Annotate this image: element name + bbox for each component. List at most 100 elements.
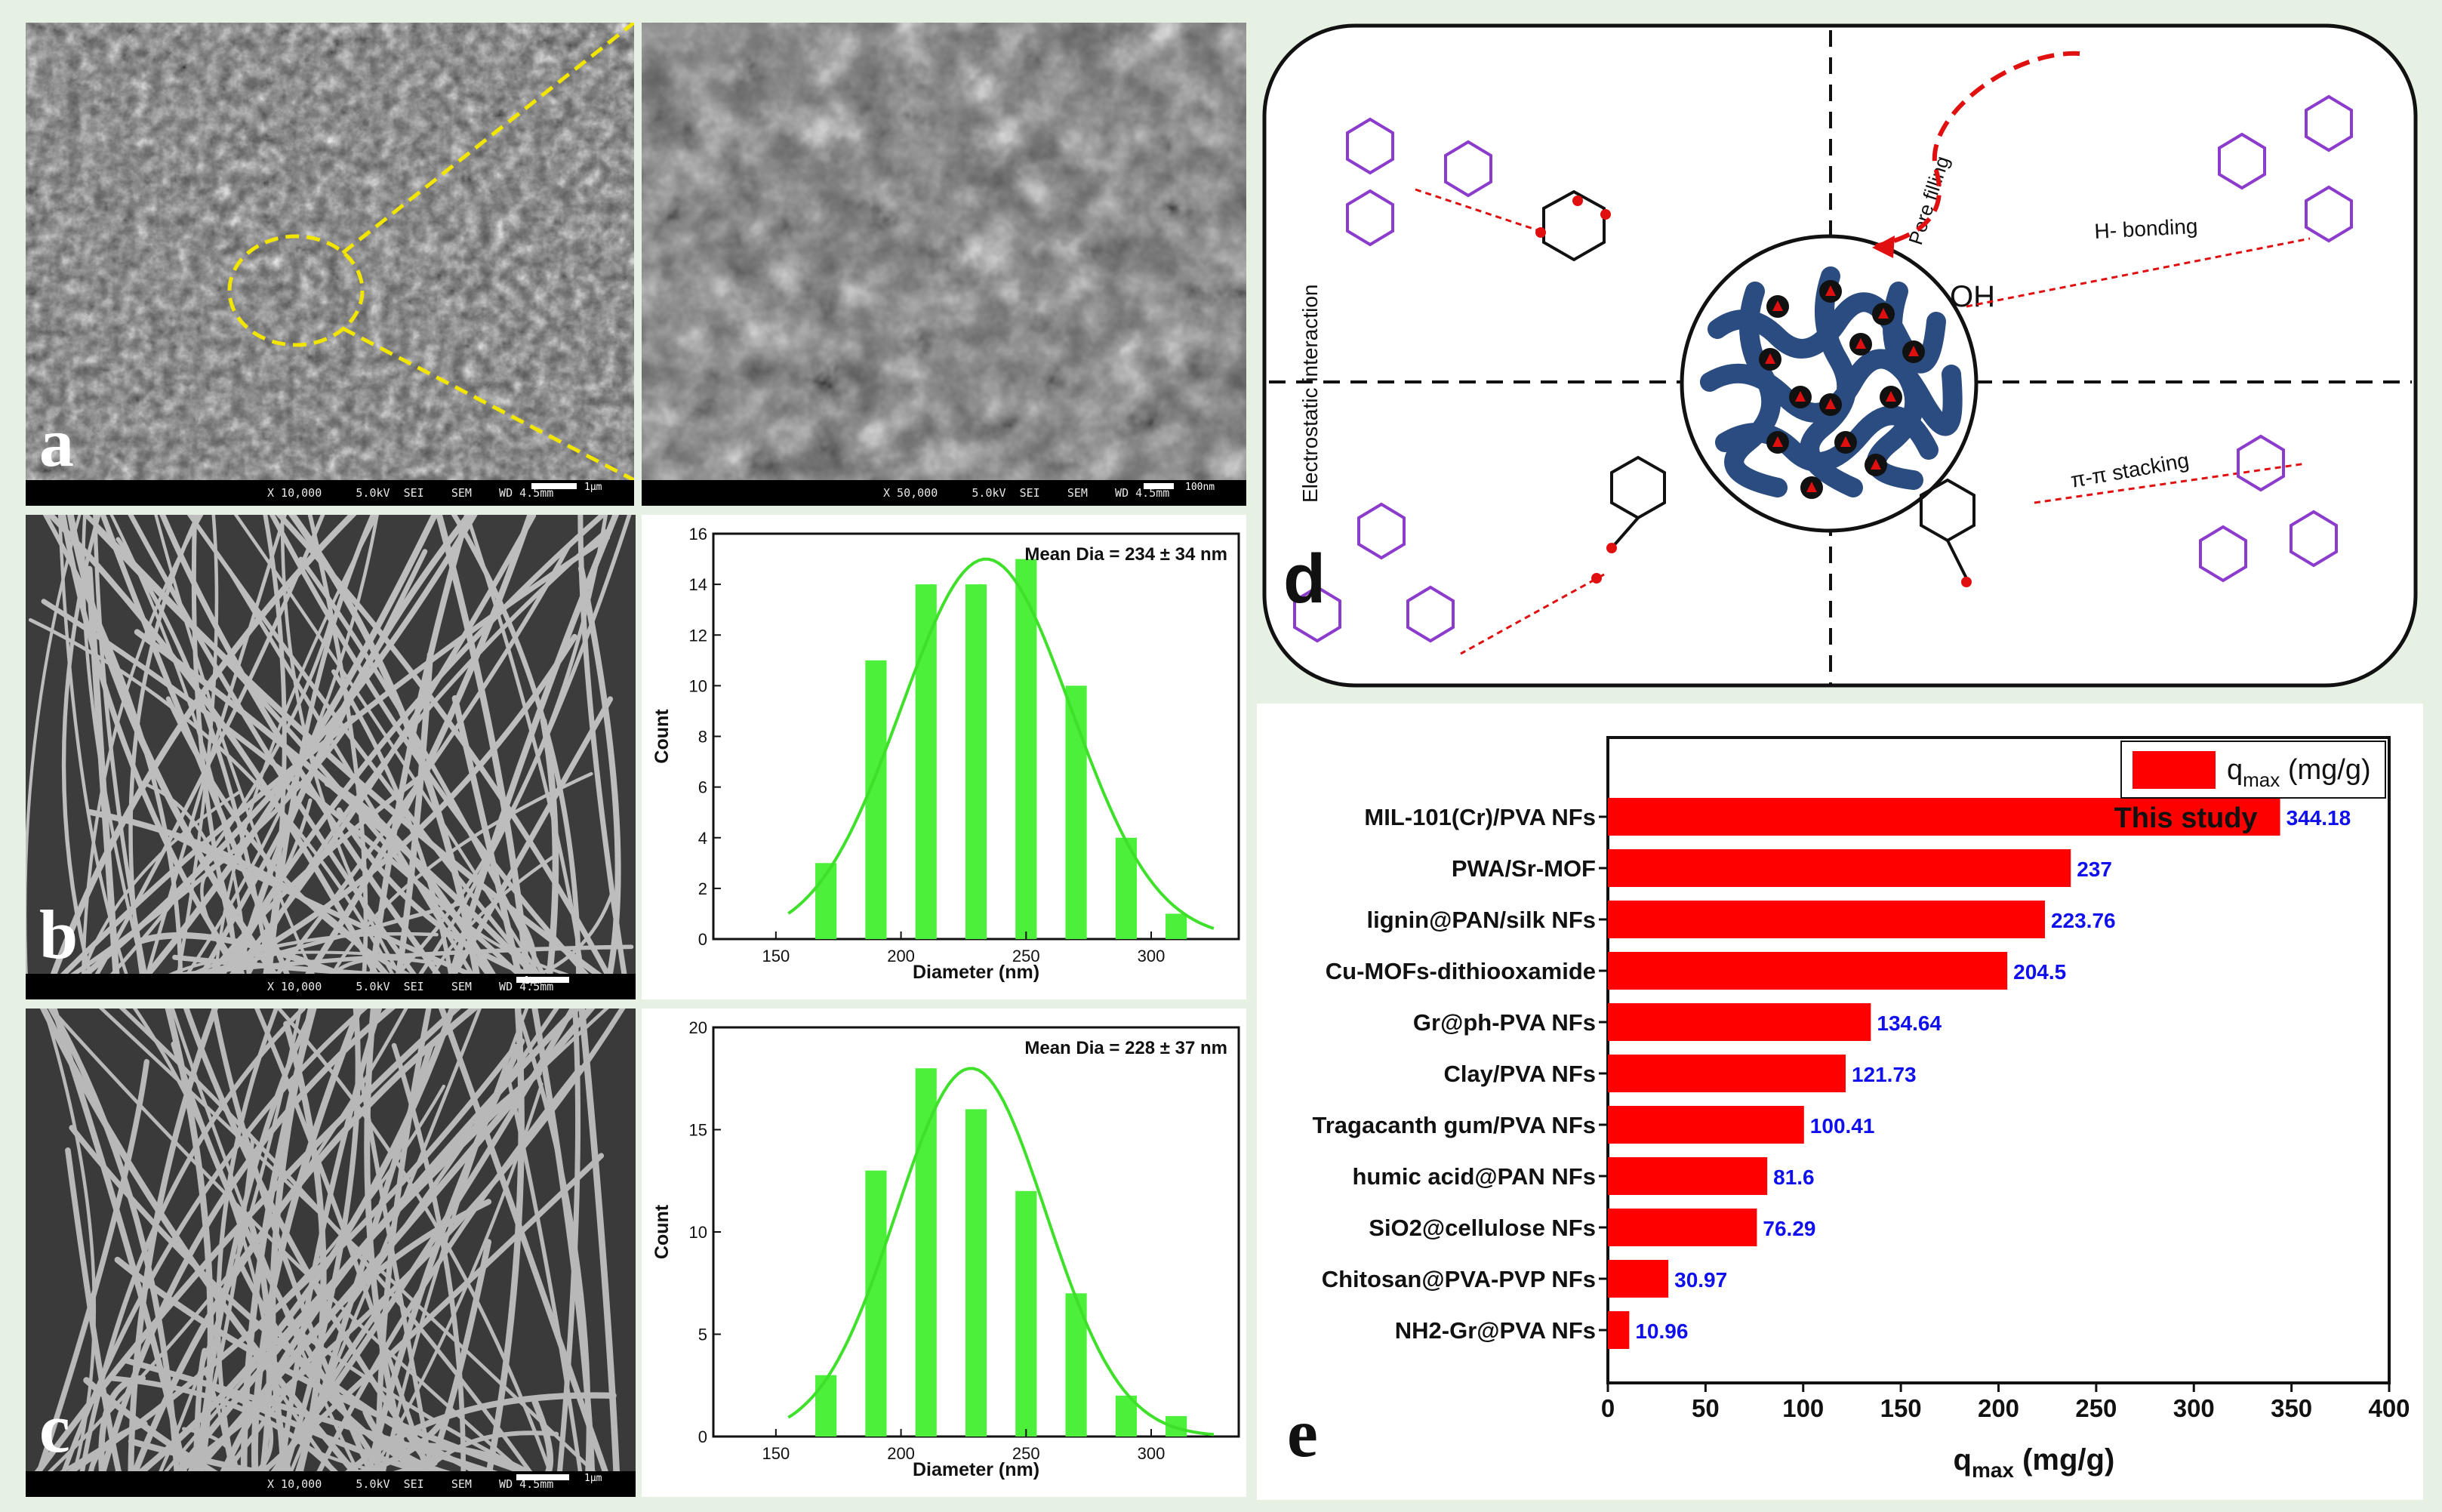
qmax-bar [1608,798,2280,836]
panel-b: X 10,000 5.0kV SEI SEM WD 4.5mm 1µm b 15… [23,512,1249,1002]
this-study-annotation: This study [2114,802,2258,834]
y-tick-label: 15 [689,1121,707,1140]
histogram-bar [865,660,887,939]
x-axis-label: Diameter (nm) [913,962,1039,983]
zoom-line-top [341,23,634,254]
panel-label-b: b [39,896,79,973]
category-label: Gr@ph-PVA NFs [1413,1009,1596,1036]
sem-info-text: X 10,000 5.0kV SEI SEM WD 4.5mm [267,1477,554,1491]
panel-c: X 10,000 5.0kV SEI SEM WD 4.5mm 1µm c 15… [23,1005,1249,1500]
legend-swatch [2133,751,2216,789]
panel-d: OH H- bonding π-π stacking Electrostatic… [1257,20,2423,691]
panel-label-d: d [1283,540,1326,617]
histogram-bar [1065,685,1087,939]
qmax-bar [1608,1311,1630,1349]
value-label: 76.29 [1763,1217,1815,1240]
x-tick-label: 400 [2368,1394,2410,1422]
x-tick-label: 50 [1692,1394,1720,1422]
y-axis-label: Count [651,1204,673,1259]
sem-info-text: X 10,000 5.0kV SEI SEM WD 4.5mm [267,486,554,500]
x-tick-label: 150 [1880,1394,1922,1422]
crystal-violet-molecules [1293,94,2353,643]
x-tick-label: 250 [2075,1394,2117,1422]
panel-a: X 10,000 5.0kV SEI SEM WD 4.5mm 1µm a X … [23,20,1249,509]
value-label: 10.96 [1635,1320,1688,1343]
y-tick-label: 5 [698,1326,707,1344]
sem-image-50000x: X 50,000 5.0kV SEI SEM WD 4.5mm 100nm [642,23,1246,506]
sem-info-bar: X 10,000 5.0kV SEI SEM WD 4.5mm 1µm [26,480,634,506]
gaussian-fit-line [787,557,1215,930]
qmax-bar [1608,1106,1804,1144]
fiber-texture [26,1009,636,1471]
y-tick-label: 8 [698,728,707,747]
panel-label-a: a [39,404,74,481]
value-label: 344.18 [2286,806,2351,830]
adsorption-mechanism-diagram: OH H- bonding π-π stacking Electrostatic… [1262,23,2418,688]
histogram-bar [865,1170,887,1437]
mean-diameter-annotation: Mean Dia = 234 ± 34 nm [1024,544,1227,565]
qmax-bar [1608,1003,1871,1041]
mof-active-sites [1759,280,1925,499]
category-label: MIL-101(Cr)/PVA NFs [1364,804,1596,830]
qmax-bar [1608,1157,1768,1195]
scale-bar-label: 100nm [1185,482,1215,493]
value-label: 100.41 [1810,1114,1875,1138]
category-label: humic acid@PAN NFs [1353,1163,1597,1190]
y-tick-label: 10 [689,1223,707,1242]
y-tick-label: 0 [698,1427,707,1446]
fiber-texture [26,515,636,974]
qmax-bar [1608,849,2071,887]
value-label: 121.73 [1852,1063,1917,1086]
x-tick-label: 200 [1978,1394,2019,1422]
qmax-bar [1608,1260,1669,1298]
sem-info-text: X 10,000 5.0kV SEI SEM WD 4.5mm [267,980,554,993]
gaussian-fit-line [787,1067,1215,1437]
y-tick-label: 14 [689,575,707,594]
histogram-bar [815,1375,837,1437]
qmax-bar [1608,952,2008,990]
value-label: 30.97 [1674,1268,1727,1292]
histogram-bar [915,1068,937,1437]
value-label: 223.76 [2051,909,2116,932]
histogram-b: 150 200 250 300 0 2 4 6 8 10 12 14 16 Diameter (nm) Co… [642,515,1246,999]
x-tick-label: 300 [1138,1444,1166,1463]
hydroxyl-label: OH [1950,280,1995,313]
panel-label-c: c [39,1390,70,1467]
histogram-bar [965,584,987,939]
category-label: Clay/PVA NFs [1443,1061,1596,1087]
category-label: SiO2@cellulose NFs [1369,1215,1596,1241]
sem-image-fibers-b: X 10,000 5.0kV SEI SEM WD 4.5mm 1µm b [26,515,636,999]
x-tick-label: 200 [887,947,915,965]
x-tick-label: 250 [1012,947,1040,965]
histogram-bar [915,584,937,939]
histogram-bar [1015,559,1037,939]
scale-bar-label: 1µm [524,975,542,987]
x-tick-label: 350 [2271,1394,2312,1422]
histogram-c: 150 200 250 300 0 5 10 15 20 Diameter (nm) Count Me… [642,1009,1246,1497]
y-tick-label: 2 [698,879,707,898]
x-tick-label: 150 [762,947,790,965]
legend-label: qmax (mg/g) [2227,754,2371,791]
qmax-bar [1608,1209,1757,1246]
sem-info-bar: X 50,000 5.0kV SEI SEM WD 4.5mm 100nm [642,480,1246,506]
y-tick-label: 12 [689,626,707,645]
x-tick-label: 250 [1012,1444,1040,1463]
category-label: Cu-MOFs-dithiooxamide [1326,958,1596,984]
value-label: 204.5 [2013,960,2066,984]
category-label: Tragacanth gum/PVA NFs [1312,1112,1596,1138]
value-label: 134.64 [1877,1012,1942,1035]
y-tick-label: 20 [689,1018,707,1037]
y-tick-label: 10 [689,676,707,695]
electrostatic-label: Electrostatic interaction [1298,285,1322,503]
zoom-ellipse [227,234,365,347]
x-tick-label: 200 [887,1444,915,1463]
category-label: PWA/Sr-MOF [1452,855,1596,882]
category-label: NH2-Gr@PVA NFs [1395,1317,1596,1344]
scale-bar-label: 1µm [584,482,602,493]
linker-molecules [1542,189,1975,579]
category-label: Chitosan@PVA-PVP NFs [1322,1266,1596,1292]
x-tick-label: 150 [762,1444,790,1463]
sem-info-bar: X 10,000 5.0kV SEI SEM WD 4.5mm 1µm [26,1471,636,1497]
x-tick-label: 300 [1138,947,1166,965]
y-tick-label: 0 [698,930,707,949]
